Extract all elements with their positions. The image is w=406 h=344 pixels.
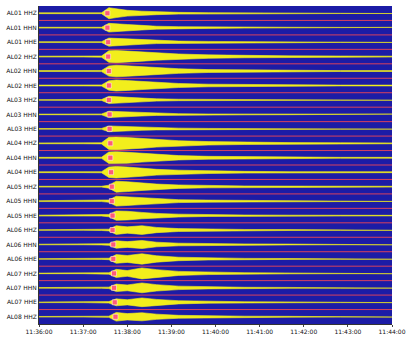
svg-text:AL04 HHE: AL04 HHE bbox=[7, 168, 37, 175]
svg-text:AL03 HHN: AL03 HHN bbox=[6, 111, 37, 118]
svg-text:AL06 HHE: AL06 HHE bbox=[7, 255, 37, 262]
svg-text:AL02 HHE: AL02 HHE bbox=[7, 82, 37, 89]
svg-text:AL02 HHZ: AL02 HHZ bbox=[7, 53, 37, 60]
svg-text:AL07 HHZ: AL07 HHZ bbox=[7, 270, 37, 277]
svg-text:AL08 HHZ: AL08 HHZ bbox=[7, 313, 37, 320]
svg-text:11:39:00: 11:39:00 bbox=[158, 328, 185, 335]
svg-text:AL02 HHN: AL02 HHN bbox=[6, 67, 37, 74]
svg-text:11:37:00: 11:37:00 bbox=[70, 328, 97, 335]
svg-text:AL01 HHE: AL01 HHE bbox=[7, 38, 37, 45]
svg-text:AL03 HHE: AL03 HHE bbox=[7, 125, 37, 132]
svg-text:AL01 HHZ: AL01 HHZ bbox=[7, 9, 37, 16]
svg-text:11:36:00: 11:36:00 bbox=[26, 328, 53, 335]
svg-text:11:43:00: 11:43:00 bbox=[334, 328, 361, 335]
svg-text:AL01 HHN: AL01 HHN bbox=[6, 24, 37, 31]
svg-text:11:38:00: 11:38:00 bbox=[114, 328, 141, 335]
svg-text:AL03 HHZ: AL03 HHZ bbox=[7, 96, 37, 103]
svg-text:11:44:00: 11:44:00 bbox=[379, 328, 406, 335]
svg-text:AL05 HHE: AL05 HHE bbox=[7, 212, 37, 219]
svg-text:11:41:00: 11:41:00 bbox=[246, 328, 273, 335]
svg-text:AL07 HHN: AL07 HHN bbox=[6, 284, 37, 291]
svg-text:AL04 HHZ: AL04 HHZ bbox=[7, 139, 37, 146]
svg-text:11:42:00: 11:42:00 bbox=[290, 328, 317, 335]
svg-text:11:40:00: 11:40:00 bbox=[202, 328, 229, 335]
svg-text:AL05 HHN: AL05 HHN bbox=[6, 197, 37, 204]
svg-text:AL04 HHN: AL04 HHN bbox=[6, 154, 37, 161]
svg-text:AL06 HHZ: AL06 HHZ bbox=[7, 226, 37, 233]
svg-text:AL07 HHE: AL07 HHE bbox=[7, 298, 37, 305]
svg-text:AL06 HHN: AL06 HHN bbox=[6, 241, 37, 248]
svg-text:AL05 HHZ: AL05 HHZ bbox=[7, 183, 37, 190]
